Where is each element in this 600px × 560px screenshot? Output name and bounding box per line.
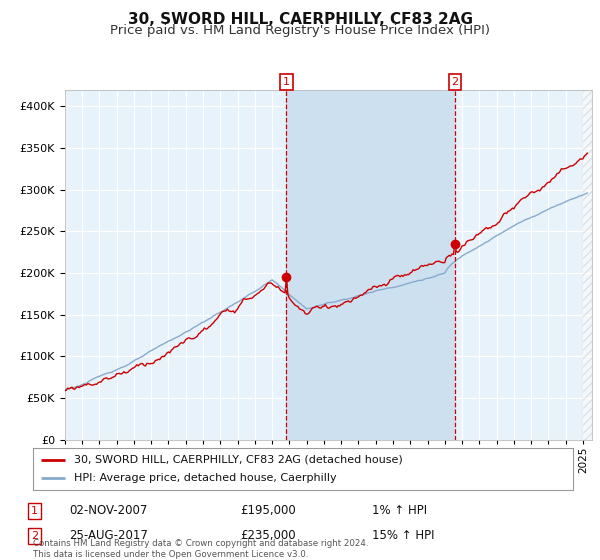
- Text: Contains HM Land Registry data © Crown copyright and database right 2024.
This d: Contains HM Land Registry data © Crown c…: [33, 539, 368, 559]
- Text: Price paid vs. HM Land Registry's House Price Index (HPI): Price paid vs. HM Land Registry's House …: [110, 24, 490, 36]
- Text: 1: 1: [31, 506, 38, 516]
- Text: £235,000: £235,000: [240, 529, 296, 543]
- Text: 1% ↑ HPI: 1% ↑ HPI: [372, 504, 427, 517]
- Text: 30, SWORD HILL, CAERPHILLY, CF83 2AG: 30, SWORD HILL, CAERPHILLY, CF83 2AG: [128, 12, 473, 27]
- Text: 02-NOV-2007: 02-NOV-2007: [69, 504, 148, 517]
- Text: HPI: Average price, detached house, Caerphilly: HPI: Average price, detached house, Caer…: [74, 473, 336, 483]
- Text: 15% ↑ HPI: 15% ↑ HPI: [372, 529, 434, 543]
- Text: 2: 2: [31, 531, 38, 541]
- Text: £195,000: £195,000: [240, 504, 296, 517]
- Text: 1: 1: [283, 77, 290, 87]
- Text: 25-AUG-2017: 25-AUG-2017: [69, 529, 148, 543]
- Text: 30, SWORD HILL, CAERPHILLY, CF83 2AG (detached house): 30, SWORD HILL, CAERPHILLY, CF83 2AG (de…: [74, 455, 402, 465]
- Bar: [286, 90, 455, 440]
- Bar: [583, 90, 592, 440]
- Text: 2: 2: [451, 77, 458, 87]
